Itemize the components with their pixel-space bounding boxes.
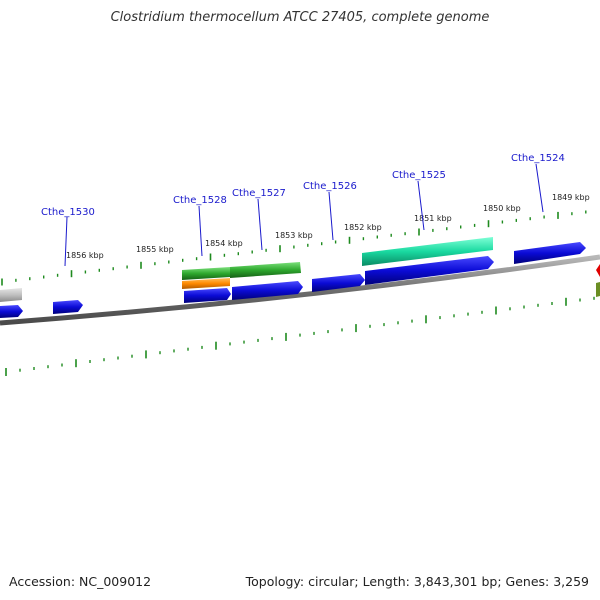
kbp-label: 1855 kbp [136, 245, 174, 254]
red-feature[interactable] [596, 264, 600, 277]
gene-label-cthe-1527[interactable]: Cthe_1527 [232, 188, 286, 199]
map-title: Clostridium thermocellum ATCC 27405, com… [110, 10, 490, 25]
kbp-label: 1852 kbp [344, 223, 382, 232]
gene-label-cthe-1525[interactable]: Cthe_1525 [392, 170, 446, 181]
gene-label-cthe-1530[interactable]: Cthe_1530 [41, 207, 95, 218]
gene-labels: Cthe_1530 Cthe_1528 Cthe_1527 Cthe_1526 … [41, 153, 565, 218]
forward-strand-features [182, 237, 493, 289]
genome-backbone [0, 254, 600, 326]
orange-feature[interactable] [182, 278, 230, 289]
olive-feature[interactable] [596, 282, 600, 297]
green-feature[interactable] [230, 262, 301, 278]
teal-feature[interactable] [362, 237, 493, 266]
cds-arrow[interactable] [53, 300, 83, 314]
kbp-label: 1849 kbp [552, 193, 590, 202]
cds-features [0, 242, 600, 318]
cds-arrow[interactable] [184, 288, 231, 303]
cds-arrow[interactable] [0, 305, 23, 318]
accession-text: Accession: NC_009012 [9, 574, 152, 589]
cds-arrow[interactable] [365, 256, 494, 285]
gene-label-cthe-1524[interactable]: Cthe_1524 [511, 153, 565, 164]
kbp-label: 1851 kbp [414, 214, 452, 223]
kbp-label: 1850 kbp [483, 204, 521, 213]
green-feature[interactable] [182, 267, 230, 280]
kbp-label: 1854 kbp [205, 239, 243, 248]
kbp-label: 1856 kbp [66, 251, 104, 260]
gray-feature[interactable] [0, 288, 22, 302]
cds-arrow[interactable] [514, 242, 586, 264]
gene-label-cthe-1528[interactable]: Cthe_1528 [173, 195, 227, 206]
genome-stats-text: Topology: circular; Length: 3,843,301 bp… [245, 574, 589, 589]
gene-label-leaders [64, 163, 544, 267]
lower-scale-ticks [5, 296, 595, 376]
cds-arrow[interactable] [232, 281, 303, 300]
cds-arrow[interactable] [312, 274, 365, 292]
kbp-scale: 1856 kbp 1855 kbp 1854 kbp 1853 kbp 1852… [66, 193, 590, 260]
kbp-label: 1853 kbp [275, 231, 313, 240]
upper-scale-ticks [1, 210, 587, 286]
gene-label-cthe-1526[interactable]: Cthe_1526 [303, 181, 357, 192]
